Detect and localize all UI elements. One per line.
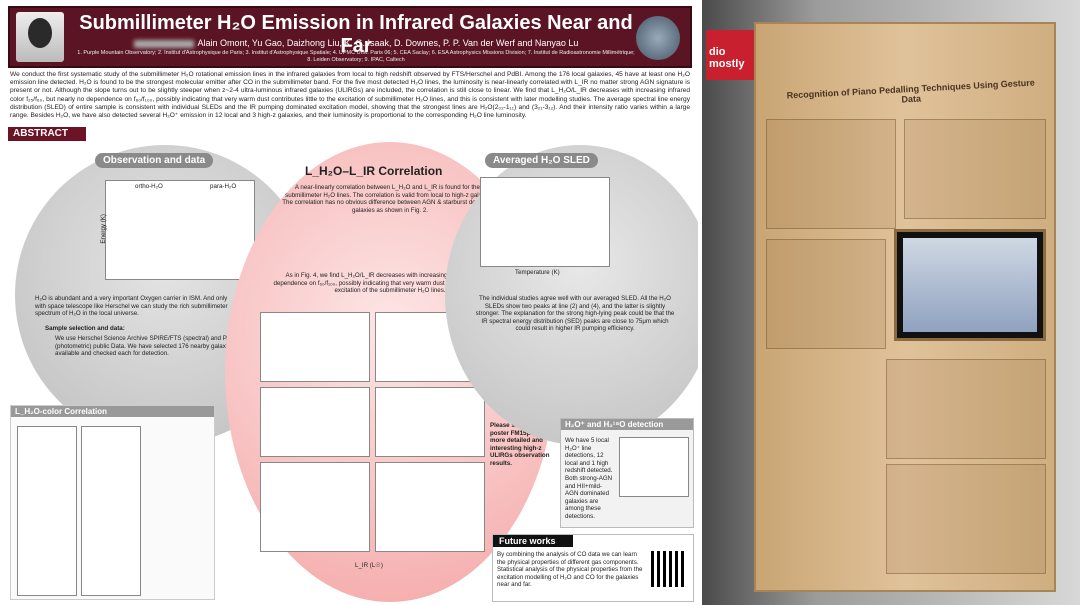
color-plot — [81, 426, 141, 596]
authors: Alain Omont, Yu Gao, Daizhong Liu, K. G.… — [76, 38, 636, 48]
paragraph: By combining the analysis of CO data we … — [497, 551, 643, 589]
panel-title: H₂O⁺ and H₂¹⁸O detection — [561, 419, 693, 430]
energy-diagram — [105, 180, 255, 280]
panel — [886, 464, 1046, 574]
color-plot — [17, 426, 77, 596]
panel-title: L_H₂O-color Correlation — [11, 406, 214, 417]
paragraph: The individual studies agree well with o… — [475, 295, 675, 333]
label: ortho-H₂O — [135, 183, 163, 190]
panel — [886, 359, 1046, 459]
label: Energy (K) — [99, 214, 107, 244]
panel — [904, 119, 1046, 219]
scatter-panel — [260, 387, 370, 457]
paragraph: H₂O is abundant and a very important Oxy… — [35, 295, 228, 318]
scatter-panel — [260, 312, 370, 382]
note: Please see our poster FM15p.02 for more … — [490, 422, 550, 467]
blurred-name — [133, 39, 194, 48]
color-panel: L_H₂O-color Correlation — [10, 405, 215, 600]
paragraph: We have 5 local H₂O⁺ line detections, 12… — [565, 437, 613, 520]
scatter-panel — [260, 462, 370, 552]
subheading: Sample selection and data: — [45, 325, 125, 332]
panel — [766, 239, 886, 349]
photo: dio mostly Recognition of Piano Pedallin… — [702, 0, 1080, 605]
wooden-poster: Recognition of Piano Pedalling Technique… — [754, 22, 1056, 592]
poster-title: Submillimeter H₂O Emission in Infrared G… — [79, 12, 633, 57]
axis-label: Temperature (K) — [515, 269, 560, 276]
paragraph: As in Fig. 4, we find L_H₂O/L_IR decreas… — [273, 272, 507, 295]
paragraph: We use Herschel Science Archive SPIRE/FT… — [55, 335, 240, 358]
detection-panel: H₂O⁺ and H₂¹⁸O detection We have 5 local… — [560, 418, 694, 528]
author-list: Alain Omont, Yu Gao, Daizhong Liu, K. G.… — [197, 38, 579, 48]
sled-circle: Averaged H₂O SLED Temperature (K) The in… — [445, 145, 698, 445]
qr-code — [651, 551, 687, 587]
author-photo — [16, 12, 64, 62]
scatter-panel — [375, 462, 485, 552]
section-title: L_H₂O–L_IR Correlation — [305, 164, 443, 178]
abstract: We conduct the first systematic study of… — [10, 71, 690, 120]
panel-title: Future works — [493, 535, 573, 547]
paragraph: A near-linearly correlation between L_H₂… — [282, 184, 498, 214]
logo — [636, 16, 680, 60]
detection-plot — [619, 437, 689, 497]
photo-poster-title: Recognition of Piano Pedalling Technique… — [786, 77, 1036, 105]
label: para-H₂O — [210, 183, 237, 190]
header: Submillimeter H₂O Emission in Infrared G… — [8, 6, 692, 68]
scatter-panel — [375, 387, 485, 457]
screen — [894, 229, 1046, 341]
future-works: Future works By combining the analysis o… — [492, 534, 694, 602]
abstract-heading: ABSTRACT — [8, 127, 86, 141]
affiliations: 1. Purple Mountain Observatory; 2. Insti… — [77, 50, 635, 63]
panel — [766, 119, 896, 229]
section-title: Observation and data — [95, 153, 214, 168]
axis-label: L_IR (L☉) — [355, 562, 383, 569]
sled-plot — [480, 177, 610, 267]
poster: Submillimeter H₂O Emission in Infrared G… — [8, 6, 698, 602]
section-title: Averaged H₂O SLED — [485, 153, 598, 168]
